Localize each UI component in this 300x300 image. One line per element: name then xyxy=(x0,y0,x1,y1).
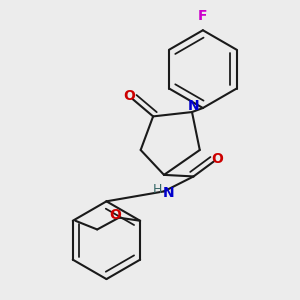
Text: O: O xyxy=(109,208,121,222)
Text: F: F xyxy=(198,9,208,23)
Text: O: O xyxy=(123,88,135,103)
Text: N: N xyxy=(163,186,175,200)
Text: H: H xyxy=(152,183,162,196)
Text: O: O xyxy=(211,152,223,166)
Text: N: N xyxy=(188,100,200,113)
